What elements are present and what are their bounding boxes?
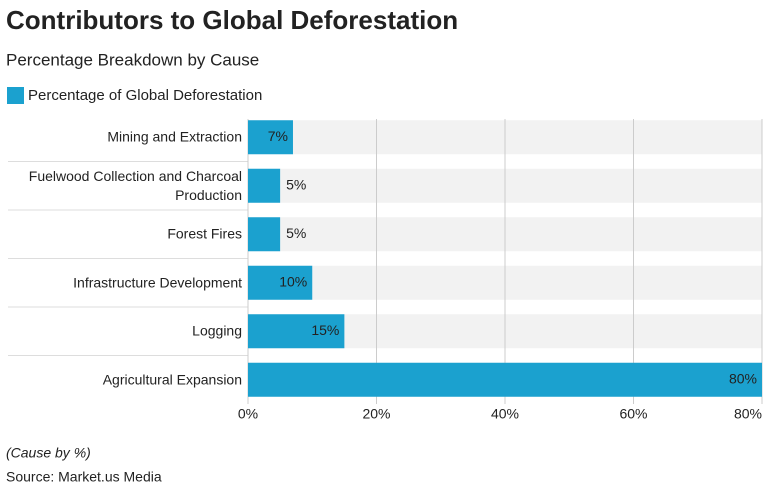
x-tick-label: 0% (238, 406, 258, 422)
chart-subtitle: Percentage Breakdown by Cause (6, 50, 259, 69)
x-tick-label: 20% (362, 406, 390, 422)
data-label: 5% (286, 176, 306, 192)
x-tick-label: 80% (734, 406, 762, 422)
data-label: 10% (279, 273, 307, 289)
x-tick-label: 60% (619, 406, 647, 422)
y-tick-label: Mining and Extraction (107, 128, 242, 145)
bar (248, 168, 281, 203)
legend-label: Percentage of Global Deforestation (28, 87, 262, 104)
x-tick-label: 40% (491, 406, 519, 422)
data-label: 7% (268, 128, 288, 144)
bar (248, 120, 293, 155)
data-label: 5% (286, 225, 306, 241)
note: (Cause by %) (6, 445, 91, 461)
data-label: 15% (311, 322, 339, 338)
bar (248, 265, 313, 300)
data-label: 80% (729, 370, 757, 386)
y-tick-label: Infrastructure Development (73, 274, 242, 291)
y-tick-label: Fuelwood Collection and Charcoal Product… (28, 167, 242, 203)
bar (248, 217, 281, 252)
y-tick-label: Forest Fires (167, 225, 242, 242)
legend-swatch (7, 87, 24, 104)
source: Source: Market.us Media (6, 469, 162, 485)
y-tick-label: Agricultural Expansion (102, 371, 242, 388)
chart-title: Contributors to Global Deforestation (6, 5, 458, 35)
y-tick-label: Logging (192, 322, 242, 339)
bar (248, 314, 345, 349)
bar (248, 362, 762, 397)
